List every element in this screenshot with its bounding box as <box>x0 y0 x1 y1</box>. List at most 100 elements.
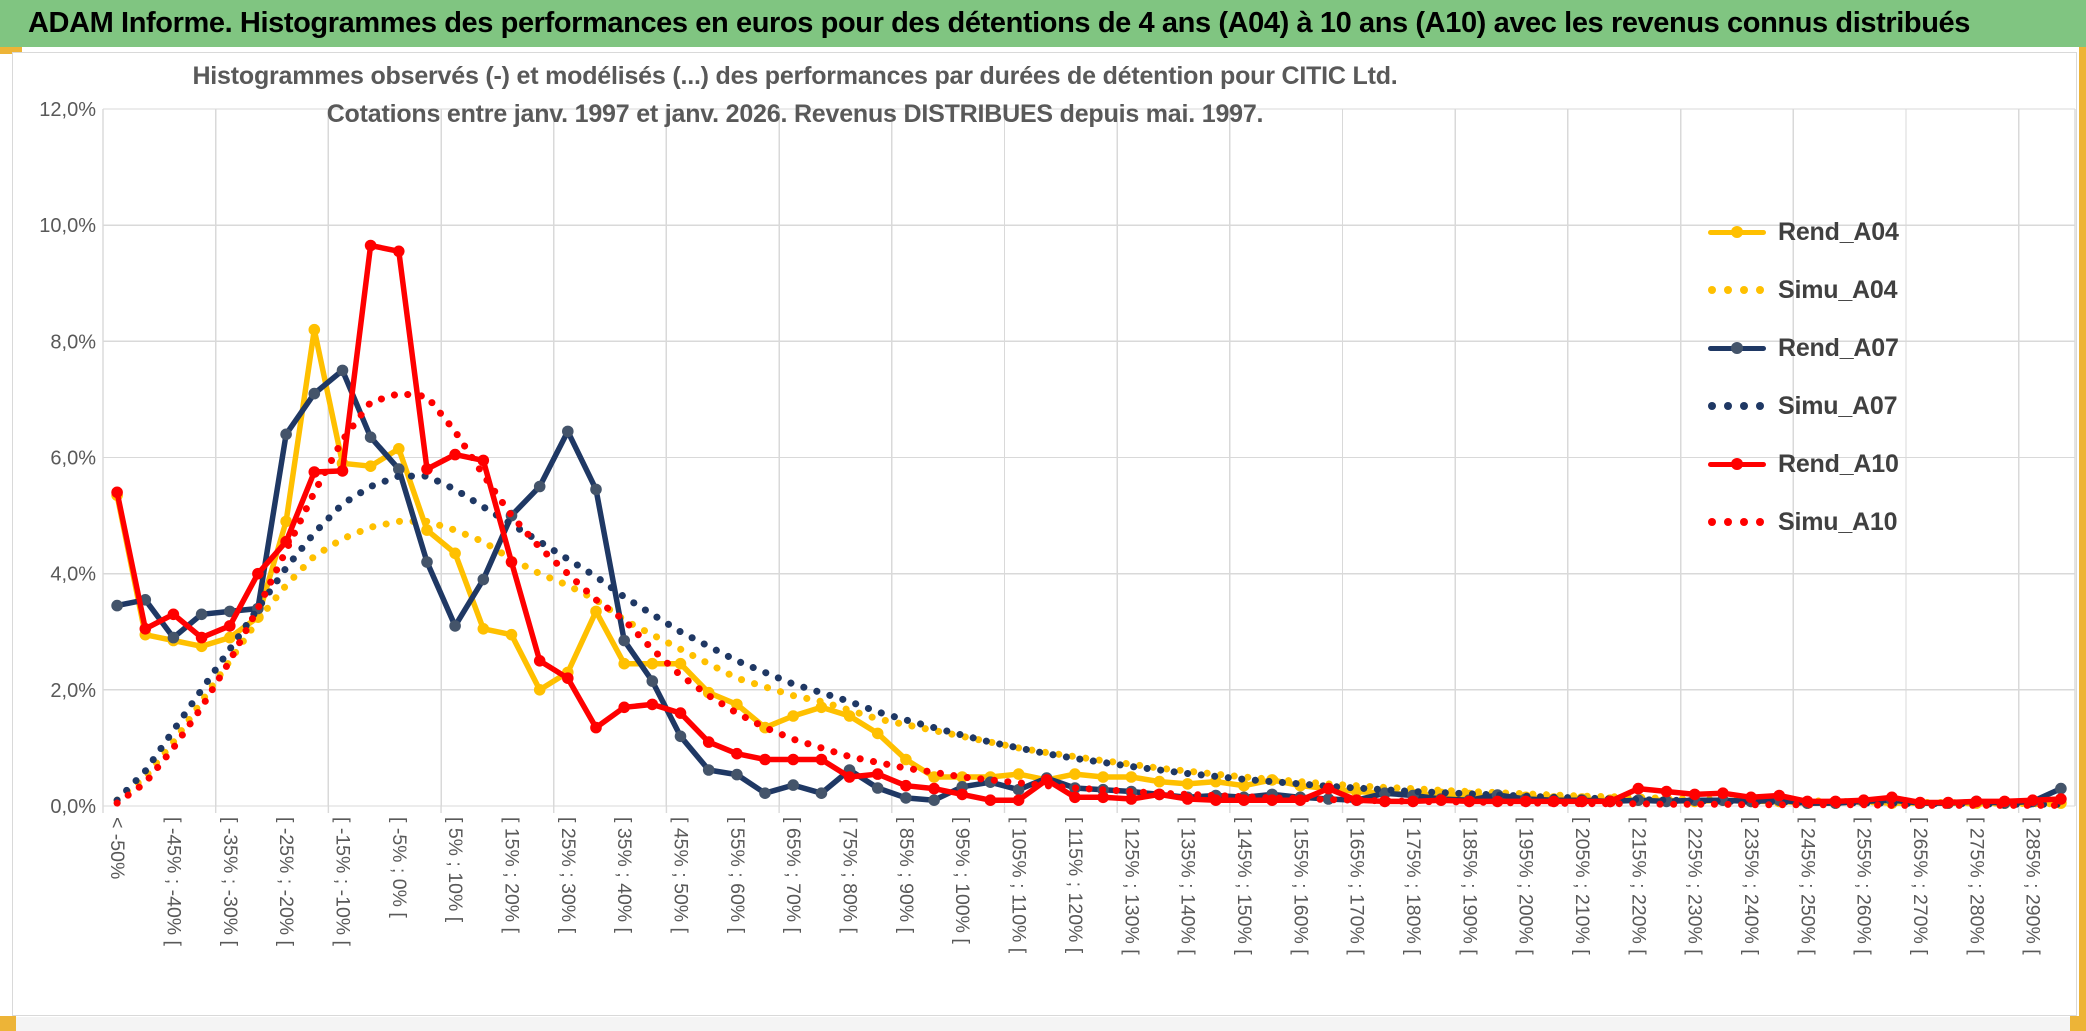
data-point <box>1012 768 1025 780</box>
data-point <box>731 698 743 711</box>
data-point <box>759 787 771 799</box>
data-point <box>900 779 912 792</box>
legend-item-Rend_A07[interactable]: Rend_A07 <box>1708 319 2068 377</box>
data-point <box>477 573 490 586</box>
data-point <box>1632 782 1645 795</box>
data-point <box>590 721 602 734</box>
data-point <box>843 771 856 783</box>
data-point <box>984 794 997 806</box>
chart-title: Histogrammes observés (-) et modélisés (… <box>130 57 1460 133</box>
x-axis-label: [ 255% ; 260% [ <box>1853 817 1875 955</box>
legend-item-Simu_A04[interactable]: Simu_A04 <box>1708 261 2068 319</box>
data-point <box>252 567 264 580</box>
data-point <box>787 779 799 791</box>
series-markers-Rend_A10[interactable] <box>111 239 2067 809</box>
chart-title-line2: Cotations entre janv. 1997 et janv. 2026… <box>326 100 1264 128</box>
legend-item-Rend_A10[interactable]: Rend_A10 <box>1708 435 2068 493</box>
data-point <box>224 620 236 632</box>
data-point <box>787 753 799 766</box>
data-point <box>956 788 968 801</box>
data-point <box>815 787 828 799</box>
y-axis-label: 12,0% <box>39 99 96 121</box>
data-point <box>364 431 377 444</box>
data-point <box>674 657 687 670</box>
data-point <box>195 631 208 644</box>
data-point <box>1745 791 1757 804</box>
data-point <box>393 443 405 455</box>
x-axis-label: [ 35% ; 40% [ <box>613 817 635 934</box>
data-point <box>702 764 715 776</box>
page-title: ADAM Informe. Histogrammes des performan… <box>28 7 1970 39</box>
data-point <box>900 753 912 766</box>
x-axis-label: [ 135% ; 140% [ <box>1177 817 1199 955</box>
data-point <box>1097 771 1109 783</box>
x-axis-label: [ 235% ; 240% [ <box>1740 817 1762 955</box>
x-axis-label: [ 185% ; 190% [ <box>1458 817 1480 955</box>
x-axis-label: [ 145% ; 150% [ <box>1233 817 1255 955</box>
data-point <box>1069 791 1081 804</box>
x-axis-label: [ 215% ; 220% [ <box>1627 817 1649 955</box>
y-axis-label: 4,0% <box>50 564 96 586</box>
data-point <box>646 675 659 687</box>
data-point <box>1012 783 1025 796</box>
series-line-Simu_A04[interactable] <box>113 517 2065 808</box>
data-point <box>1717 787 1729 799</box>
data-point <box>731 747 743 760</box>
chart-title-line1: Histogrammes observés (-) et modélisés (… <box>192 62 1398 90</box>
data-point <box>646 698 659 711</box>
data-point <box>674 730 687 743</box>
x-axis-label: [ 165% ; 170% [ <box>1346 817 1368 955</box>
legend-item-Simu_A07[interactable]: Simu_A07 <box>1708 377 2068 435</box>
gold-edge-bottom-right <box>2070 1016 2086 1031</box>
data-point <box>505 556 518 568</box>
data-point <box>167 631 180 644</box>
data-point <box>787 710 799 722</box>
x-axis-label: [ 275% ; 280% [ <box>1965 817 1987 955</box>
dotted-line-icon <box>1708 399 1766 413</box>
data-point <box>871 768 884 780</box>
data-point <box>1012 794 1025 806</box>
data-point <box>280 428 292 441</box>
dotted-line-icon <box>1708 283 1766 297</box>
data-point <box>618 701 630 714</box>
data-point <box>1125 771 1138 783</box>
y-axis-label: 2,0% <box>50 680 96 702</box>
series-line-Rend_A10[interactable] <box>114 242 2064 806</box>
data-point <box>815 701 828 714</box>
data-point <box>533 480 546 493</box>
x-axis-label: [ 245% ; 250% [ <box>1796 817 1818 955</box>
legend-item-Simu_A10[interactable]: Simu_A10 <box>1708 493 2068 551</box>
x-axis-label: [ 105% ; 110% [ <box>1008 817 1030 954</box>
y-axis-label: 8,0% <box>50 331 96 353</box>
data-point <box>1688 788 1701 801</box>
data-point <box>871 782 884 794</box>
data-point <box>618 634 630 647</box>
data-point <box>393 245 405 258</box>
solid-line-icon <box>1708 341 1766 355</box>
data-point <box>928 794 940 806</box>
data-point <box>843 710 856 722</box>
data-point <box>224 605 236 618</box>
data-point <box>449 620 461 632</box>
legend-label: Simu_A07 <box>1778 391 1898 420</box>
data-point <box>1069 768 1081 780</box>
data-point <box>562 425 574 438</box>
data-point <box>308 323 321 336</box>
legend-item-Rend_A04[interactable]: Rend_A04 <box>1708 203 2068 261</box>
legend-label: Rend_A10 <box>1778 449 1899 478</box>
data-point <box>590 483 602 496</box>
data-point <box>505 628 518 641</box>
x-axis-label: [ 45% ; 50% [ <box>670 817 692 934</box>
data-point <box>336 364 349 377</box>
data-point <box>815 753 828 766</box>
title-bar: ADAM Informe. Histogrammes des performan… <box>0 0 2086 47</box>
data-point <box>364 460 377 473</box>
data-point <box>590 605 602 618</box>
data-point <box>618 657 630 670</box>
x-axis-label: [ 155% ; 160% [ <box>1289 817 1311 955</box>
series-line-Simu_A10[interactable] <box>113 390 2065 809</box>
data-point <box>111 599 123 612</box>
dotted-line-icon <box>1708 515 1766 529</box>
data-point <box>2055 782 2067 795</box>
